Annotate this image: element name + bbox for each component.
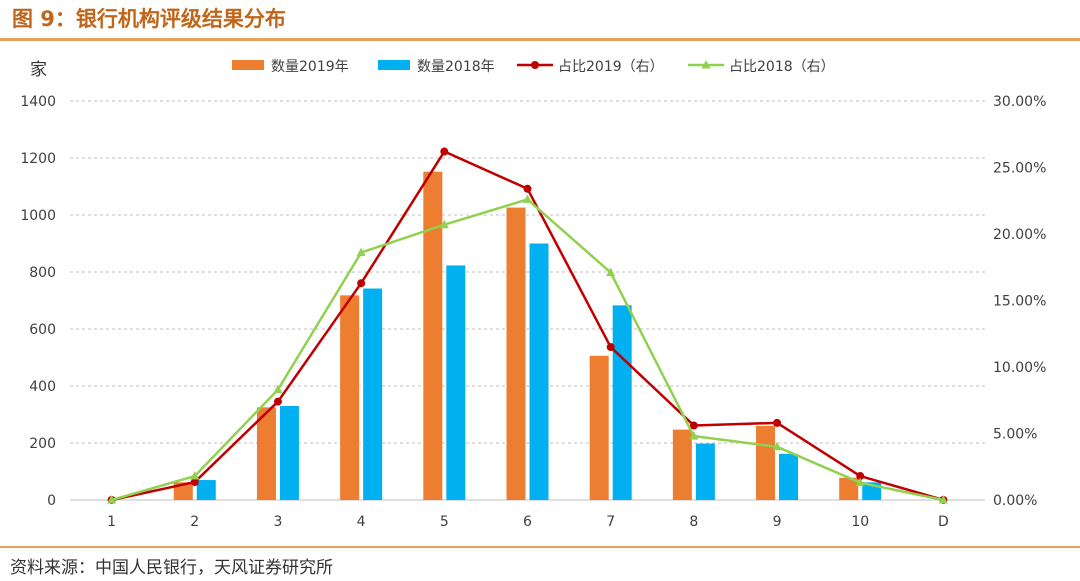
point-marker: [856, 472, 865, 481]
title-divider: [0, 38, 1080, 41]
bar: [340, 295, 360, 500]
y2-tick-label: 30.00%: [993, 94, 1046, 110]
y2-tick-label: 10.00%: [993, 360, 1046, 376]
point-marker: [273, 384, 283, 394]
x-tick-label: 4: [357, 514, 366, 530]
bar: [256, 407, 276, 500]
x-tick-label: 5: [440, 514, 449, 530]
x-tick-label: 3: [273, 514, 282, 530]
point-marker: [356, 247, 366, 257]
point-marker: [689, 421, 698, 430]
bar: [196, 480, 216, 500]
category-axis-ticks: 1 2 3 4 5 6 7 8 9 10 D: [107, 514, 949, 530]
x-tick-label: 10: [851, 514, 869, 530]
bar: [279, 405, 299, 500]
bar: [423, 171, 443, 500]
point-marker: [606, 267, 616, 277]
bar: [446, 265, 466, 500]
bar: [672, 429, 692, 500]
line-series: [107, 147, 948, 504]
point-marker: [773, 418, 782, 427]
y-axis-unit-label: 家: [30, 60, 47, 80]
bar: [589, 355, 609, 500]
point-marker: [606, 343, 615, 352]
x-tick-label: 6: [523, 514, 532, 530]
x-tick-label: D: [938, 514, 949, 530]
x-tick-label: 9: [773, 514, 782, 530]
series-line: [111, 198, 944, 502]
point-marker: [523, 194, 532, 203]
point-marker: [190, 471, 200, 480]
point-marker: [689, 431, 699, 440]
legend-label: 占比2018（右）: [729, 59, 835, 75]
x-tick-label: 8: [689, 514, 698, 530]
bar: [612, 305, 632, 500]
legend-swatch: [378, 60, 410, 70]
left-axis-ticks: 0 200 400 600 800 1000 1200 1400: [20, 94, 56, 509]
legend-label: 占比2019（右）: [558, 59, 664, 75]
legend-label: 数量2019年: [271, 59, 349, 75]
bar-series: [173, 171, 882, 500]
legend-swatch: [232, 60, 264, 70]
point-marker: [107, 495, 117, 504]
bar: [839, 477, 859, 500]
bar: [529, 243, 549, 500]
y2-tick-label: 0.00%: [993, 493, 1037, 509]
figure-title: 图 9：银行机构评级结果分布: [12, 7, 286, 31]
y2-tick-label: 20.00%: [993, 227, 1046, 243]
bar: [695, 443, 715, 500]
point-marker: [273, 397, 282, 406]
legend-marker: [531, 61, 539, 69]
y2-tick-label: 25.00%: [993, 161, 1046, 177]
gridlines: [70, 100, 985, 501]
bar: [363, 288, 383, 500]
y-tick-label: 1400: [20, 94, 56, 110]
point-marker: [190, 478, 199, 487]
x-tick-label: 2: [190, 514, 199, 530]
point-marker: [523, 184, 532, 193]
bar: [756, 425, 776, 500]
series-line: [111, 150, 944, 502]
legend: 数量2019年 数量2018年 占比2019（右） 占比2018（右）: [232, 59, 835, 75]
right-axis-ticks: 0.00% 5.00% 10.00% 15.00% 20.00% 25.00% 30.00%: [993, 94, 1046, 509]
y-tick-label: 800: [29, 265, 56, 281]
y2-tick-label: 5.00%: [993, 427, 1037, 443]
x-tick-label: 1: [107, 514, 116, 530]
point-marker: [938, 495, 948, 504]
source-divider: [0, 546, 1080, 548]
legend-marker: [701, 60, 711, 69]
bar: [506, 207, 526, 500]
point-marker: [357, 279, 366, 288]
x-tick-label: 7: [606, 514, 615, 530]
y-tick-label: 1200: [20, 151, 56, 167]
source-note: 资料来源：中国人民银行，天风证券研究所: [10, 558, 333, 578]
point-marker: [439, 219, 449, 229]
y-tick-label: 0: [47, 493, 56, 509]
y-tick-label: 600: [29, 322, 56, 338]
y-tick-label: 400: [29, 379, 56, 395]
point-marker: [440, 147, 449, 156]
y2-tick-label: 15.00%: [993, 294, 1046, 310]
point-marker: [855, 477, 865, 487]
y-tick-label: 1000: [20, 208, 56, 224]
legend-label: 数量2018年: [417, 59, 495, 75]
point-marker: [772, 441, 782, 451]
bar: [779, 453, 799, 500]
y-tick-label: 200: [29, 436, 56, 452]
